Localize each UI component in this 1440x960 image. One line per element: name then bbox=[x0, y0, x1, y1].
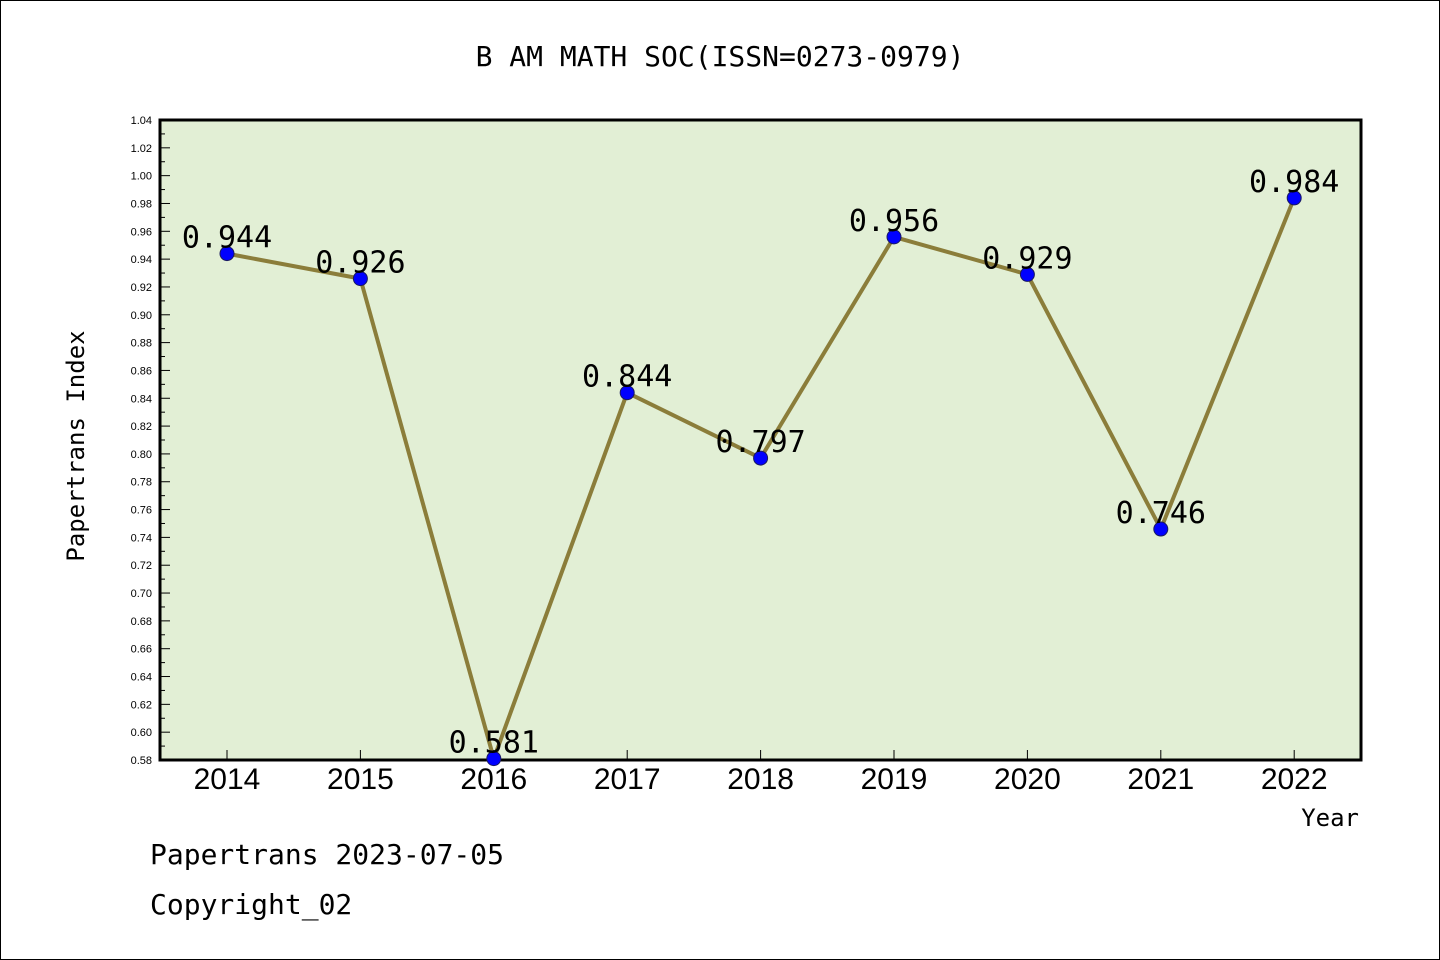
data-point bbox=[753, 450, 769, 466]
data-label: 0.797 bbox=[715, 425, 805, 460]
data-labels: 0.944 0.926 0.581 0.844 0.797 0.956 0.929 0.746… bbox=[182, 165, 1340, 761]
data-point bbox=[352, 271, 368, 287]
y-tick-label: 0.74 bbox=[131, 532, 152, 544]
y-tick-label: 0.62 bbox=[131, 699, 152, 711]
data-label: 0.926 bbox=[315, 246, 405, 281]
x-axis-ticks: 2014 2015 2016 2017 2018 2019 2020 2021 2022 bbox=[194, 750, 1328, 796]
data-label: 0.956 bbox=[849, 204, 939, 239]
data-label: 0.581 bbox=[449, 726, 539, 761]
y-tick-label: 0.96 bbox=[131, 226, 152, 238]
y-tick-label: 0.82 bbox=[131, 421, 152, 433]
y-tick-label: 0.76 bbox=[131, 505, 152, 517]
y-tick-label: 0.84 bbox=[131, 393, 152, 405]
data-point bbox=[886, 229, 902, 245]
y-tick-label: 0.88 bbox=[131, 338, 152, 350]
y-tick-label: 0.78 bbox=[131, 477, 152, 489]
data-label: 0.944 bbox=[182, 221, 272, 256]
data-point bbox=[219, 246, 235, 262]
y-tick-label: 0.72 bbox=[131, 560, 152, 572]
x-tick-label: 2016 bbox=[460, 763, 527, 796]
y-tick-label: 1.04 bbox=[131, 115, 152, 127]
y-tick-label: 0.66 bbox=[131, 644, 152, 656]
x-tick-label: 2019 bbox=[861, 763, 928, 796]
data-label: 0.929 bbox=[982, 241, 1072, 276]
y-tick-label: 0.86 bbox=[131, 365, 152, 377]
y-tick-label: 0.92 bbox=[131, 282, 152, 294]
x-tick-label: 2022 bbox=[1261, 763, 1328, 796]
data-label: 0.746 bbox=[1116, 496, 1206, 531]
data-point bbox=[486, 751, 502, 767]
data-label: 0.984 bbox=[1249, 165, 1339, 200]
y-tick-label: 0.90 bbox=[131, 310, 152, 322]
x-tick-label: 2017 bbox=[594, 763, 661, 796]
y-axis-ticks: 0.58 0.60 0.62 0.64 0.66 0.68 0.70 0.72 0.74 0.76… bbox=[131, 115, 170, 767]
x-tick-label: 2018 bbox=[727, 763, 794, 796]
y-tick-label: 0.60 bbox=[131, 727, 152, 739]
y-tick-label: 0.70 bbox=[131, 588, 152, 600]
x-tick-label: 2014 bbox=[194, 763, 261, 796]
y-tick-label: 0.64 bbox=[131, 672, 152, 684]
y-tick-label: 0.94 bbox=[131, 254, 152, 266]
plot-area bbox=[158, 118, 1363, 762]
x-tick-label: 2015 bbox=[327, 763, 394, 796]
data-point bbox=[1019, 266, 1035, 282]
data-point bbox=[1286, 190, 1302, 206]
y-tick-label: 1.00 bbox=[131, 171, 152, 183]
y-tick-label: 0.68 bbox=[131, 616, 152, 628]
y-tick-label: 0.98 bbox=[131, 198, 152, 210]
data-point bbox=[619, 385, 635, 401]
x-tick-label: 2020 bbox=[994, 763, 1061, 796]
data-points bbox=[219, 190, 1302, 767]
y-axis-label: Papertrans Index bbox=[62, 330, 90, 561]
x-axis-label: Year bbox=[1301, 804, 1359, 832]
footer-copyright: Copyright_02 bbox=[150, 888, 352, 922]
data-label: 0.844 bbox=[582, 360, 672, 395]
data-point bbox=[1153, 521, 1169, 537]
y-tick-label: 0.80 bbox=[131, 449, 152, 461]
y-tick-label: 0.58 bbox=[131, 755, 152, 767]
x-tick-label: 2021 bbox=[1127, 763, 1194, 796]
y-tick-label: 1.02 bbox=[131, 143, 152, 155]
footer-date: Papertrans 2023-07-05 bbox=[150, 838, 504, 871]
chart-title: B AM MATH SOC(ISSN=0273-0979) bbox=[476, 40, 965, 73]
